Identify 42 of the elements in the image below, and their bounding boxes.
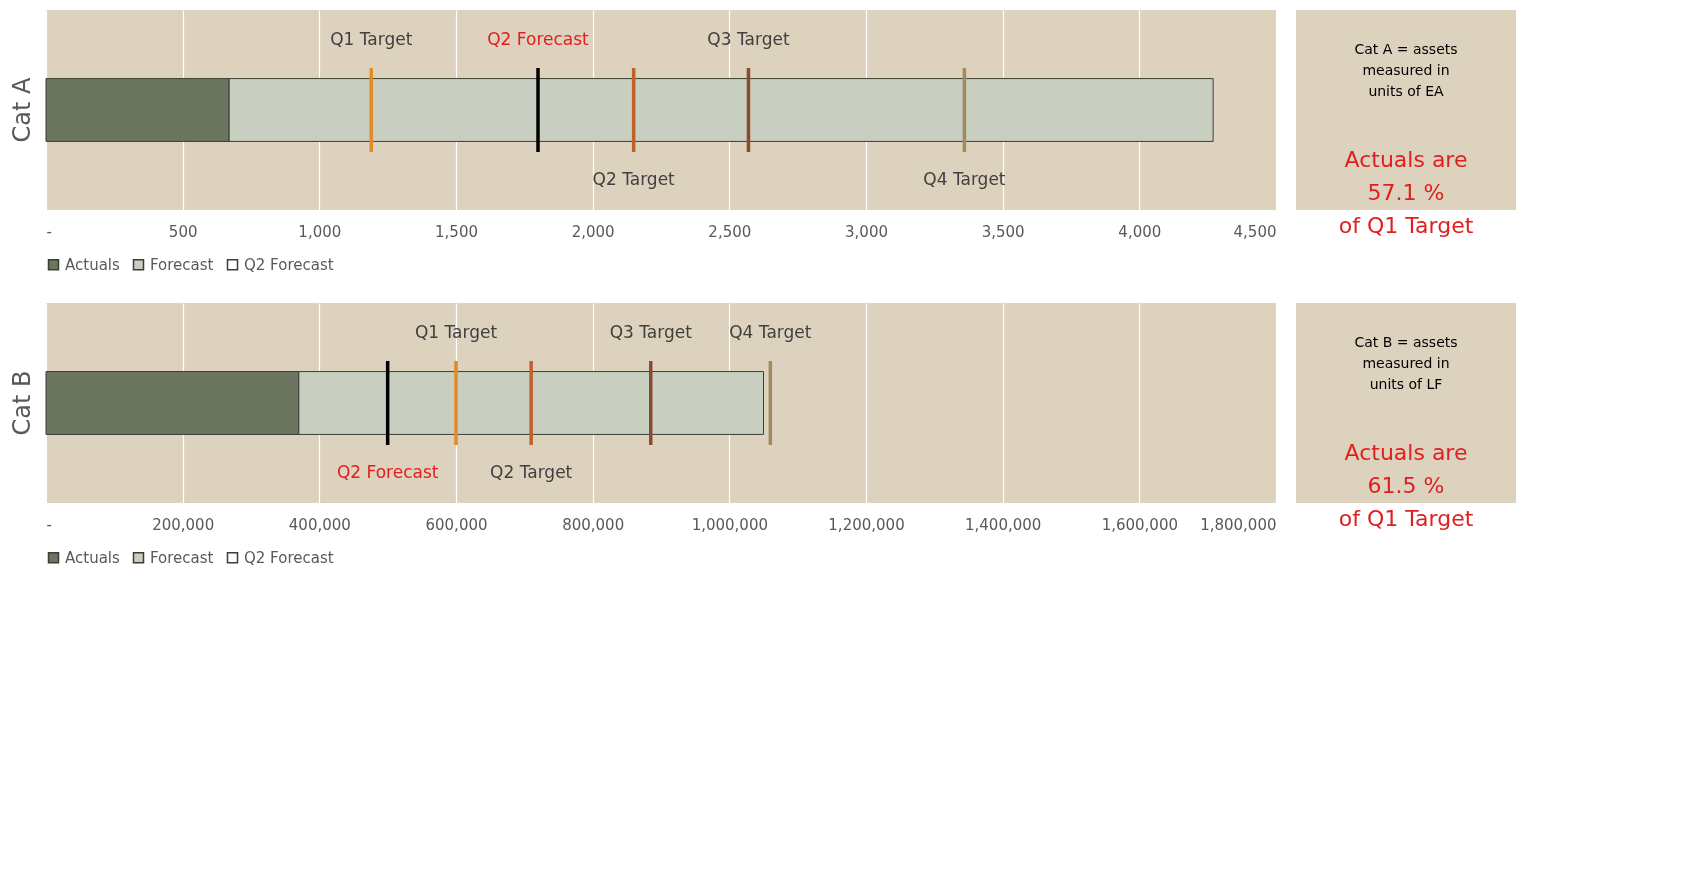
y-tick-label: Cat B <box>7 370 36 436</box>
ref-line-label: Q2 Forecast <box>336 462 439 482</box>
x-tick-label: 1,200,000 <box>828 515 905 534</box>
x-tick-label: 800,000 <box>562 515 625 534</box>
y-tick-label: Cat A <box>7 76 36 143</box>
legend-label: Forecast <box>150 255 214 274</box>
x-tick-label: 1,400,000 <box>964 515 1042 534</box>
x-tick-label: 4,500 <box>1233 222 1277 241</box>
text: Q2 Forecast <box>244 255 334 274</box>
x-tick-label: 1,600,000 <box>1101 515 1179 534</box>
ref-line-label: Q3 Target <box>609 322 693 342</box>
text: Cat A = assets measured in units of EA <box>1354 41 1458 99</box>
ref-line-label: Q3 Target <box>707 29 790 49</box>
legend-label: Forecast <box>150 548 214 567</box>
x-tick-label: 600,000 <box>425 515 488 534</box>
x-tick-label: 4,000 <box>1118 222 1162 241</box>
ref-line-label: Q2 Target <box>592 169 676 189</box>
x-tick-label: - <box>46 515 52 534</box>
ref-line-label: Q4 Target <box>729 322 812 342</box>
x-tick-label: 2,500 <box>708 222 752 241</box>
text: Actuals are 61.5 % of Q1 Target <box>1338 440 1474 531</box>
x-tick-label: 500 <box>168 222 198 241</box>
x-tick-label: 1,000 <box>298 222 342 241</box>
x-tick-label: 1,000,000 <box>691 515 769 534</box>
x-tick-label: 3,000 <box>845 222 888 241</box>
x-tick-label: 1,500 <box>435 222 478 241</box>
x-tick-label: 1,800,000 <box>1200 515 1277 534</box>
ref-line-label: Q1 Target <box>330 29 413 49</box>
x-tick-label: - <box>46 222 52 241</box>
text: Actuals are 57.1 % of Q1 Target <box>1338 147 1474 238</box>
ref-line-label: Q2 Forecast <box>487 29 590 49</box>
text: Q2 Forecast <box>244 548 334 567</box>
ref-line-label: Q4 Target <box>923 169 1006 189</box>
x-tick-label: 3,500 <box>981 222 1025 241</box>
ref-line-label: Q2 Target <box>490 462 573 482</box>
x-tick-label: 200,000 <box>152 515 215 534</box>
text: Cat B = assets measured in units of LF <box>1354 334 1458 392</box>
legend-label: Actuals <box>65 548 120 567</box>
ref-line-label: Q1 Target <box>414 322 498 342</box>
x-tick-label: 400,000 <box>288 515 351 534</box>
legend-label: Actuals <box>65 255 120 274</box>
x-tick-label: 2,000 <box>571 222 615 241</box>
